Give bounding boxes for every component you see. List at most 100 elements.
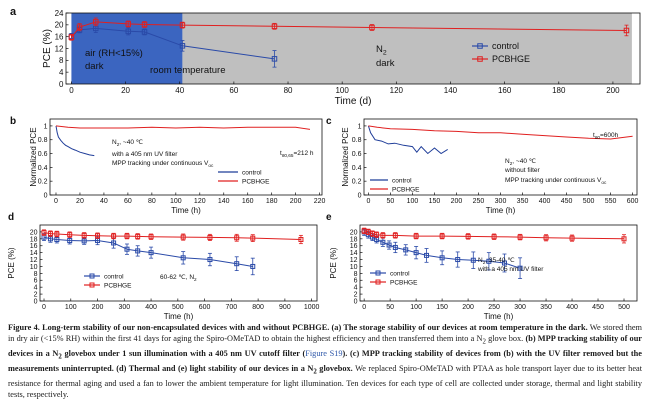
x-tick-label: 200	[92, 304, 104, 311]
y-tick-label: 0.8	[352, 137, 362, 144]
data-point	[54, 237, 60, 243]
caption-title: Figure 4. Long-term stability of our non…	[8, 323, 588, 332]
data-point	[124, 233, 130, 239]
x-tick-label: 200	[606, 86, 620, 95]
subscript-span: oc	[208, 163, 214, 168]
legend-marker	[375, 279, 381, 285]
x-tick-label: 300	[495, 198, 507, 205]
series-pcbhge	[68, 17, 630, 41]
caption-text: We stored them in dry air (<15% RH) with…	[8, 323, 643, 344]
data-point	[413, 233, 419, 239]
y-tick-label: 16	[55, 32, 64, 41]
caption-text: glovebox under 1 sun illumination with a…	[61, 349, 306, 359]
y-tick-label: 0	[34, 298, 38, 305]
annotation-filter: with a 405 nm UV filter	[477, 266, 544, 273]
y-tick-label: 18	[30, 236, 38, 243]
data-point	[81, 232, 87, 238]
panel-letter: c	[326, 116, 332, 127]
y-axis-title: PCE (%)	[7, 247, 16, 278]
data-point	[465, 233, 471, 239]
data-point	[67, 238, 73, 244]
y-tick-label: 0	[59, 80, 64, 89]
subscript-span: 80,65	[282, 153, 294, 158]
subscript-span: 2	[383, 50, 387, 57]
legend-label: control	[242, 169, 262, 176]
data-point	[111, 233, 117, 239]
data-point	[439, 255, 445, 261]
legend-marker	[477, 56, 483, 62]
x-tick-label: 50	[387, 198, 395, 205]
y-tick-label: 4	[354, 285, 358, 292]
x-axis-title: Time (h)	[486, 206, 516, 215]
plot-frame	[39, 224, 318, 302]
x-tick-label: 120	[390, 86, 404, 95]
x-tick-label: 60	[124, 198, 132, 205]
x-tick-label: 100	[407, 198, 419, 205]
legend-marker	[477, 43, 483, 49]
caption-text: ).	[342, 349, 350, 359]
y-tick-label: 8	[354, 271, 358, 278]
caption-figure-link[interactable]: Figure S19	[305, 349, 343, 359]
figure-caption: Figure 4. Long-term stability of our non…	[8, 322, 642, 400]
x-tick-label: 450	[561, 198, 573, 205]
y-tick-label: 20	[55, 21, 64, 30]
data-point	[250, 263, 256, 269]
y-tick-label: 0	[44, 192, 48, 199]
data-point	[47, 231, 53, 237]
data-point	[623, 27, 630, 34]
text-span: N	[376, 44, 383, 55]
data-point	[81, 238, 87, 244]
x-tick-label: 100	[170, 198, 182, 205]
annotation-conditions: N2, 35-40 ℃	[478, 257, 515, 265]
caption-text: (c) MPP tracking stability of devices fr…	[8, 349, 642, 373]
caption-sub: 2	[313, 368, 317, 376]
annotation-filter: with a 405 nm UV filter	[111, 151, 178, 158]
y-tick-label: 0.2	[38, 179, 48, 186]
data-point	[439, 233, 445, 239]
text-span: N	[478, 257, 483, 264]
y-tick-label: 6	[34, 278, 38, 285]
series-pcbhge	[41, 229, 304, 245]
x-tick-label: 0	[362, 304, 366, 311]
legend: control PCBHGE	[370, 270, 418, 286]
x-tick-label: 200	[451, 198, 463, 205]
x-tick-label: 250	[488, 304, 500, 311]
caption-text: glove box.	[485, 334, 526, 344]
legend-label: PCBHGE	[390, 279, 418, 286]
text-span: , ~40 ℃	[512, 158, 536, 165]
annotation-filter: without filter	[504, 167, 541, 174]
y-tick-label: 16	[350, 243, 358, 250]
text-span: , 35-40 ℃	[485, 257, 515, 264]
series-line	[55, 125, 311, 130]
data-point	[148, 234, 154, 240]
x-tick-label: 220	[314, 198, 326, 205]
x-tick-label: 100	[65, 304, 77, 311]
x-tick-label: 300	[118, 304, 130, 311]
data-point	[234, 261, 240, 267]
annotation-mpp: MPP tracking under continuous Voc	[112, 160, 214, 168]
annotation-conditions: N2, ~40 ℃	[112, 139, 144, 147]
x-tick-label: 150	[429, 198, 441, 205]
y-tick-label: 10	[30, 264, 38, 271]
data-point	[76, 24, 83, 30]
legend-label: control	[390, 270, 410, 277]
x-tick-label: 20	[121, 86, 130, 95]
legend-label: PCBHGE	[392, 186, 420, 193]
y-tick-label: 0.2	[352, 179, 362, 186]
data-point	[207, 234, 213, 240]
x-tick-label: 40	[100, 198, 108, 205]
x-tick-label: 500	[618, 304, 630, 311]
figure-canvas: 0 20 40 60 80 100 120 140 160 180 20004812162024Ti…	[7, 6, 641, 321]
x-tick-label: 80	[284, 86, 293, 95]
x-tick-label: 350	[540, 304, 552, 311]
panel-b: 0 20 40 60 80 100 120 140 160 180 200 220 0 0.2 0.4 0.6…	[10, 116, 326, 215]
y-tick-label: 2	[34, 292, 38, 299]
x-tick-label: 350	[517, 198, 529, 205]
annotation-t80: t80,65=212 h	[280, 150, 314, 158]
y-tick-label: 18	[350, 236, 358, 243]
y-tick-label: 20	[350, 229, 358, 236]
legend-label: PCBHGE	[104, 282, 132, 289]
panel-letter: a	[10, 6, 17, 18]
legend-marker	[375, 270, 381, 276]
x-tick-label: 800	[252, 304, 264, 311]
